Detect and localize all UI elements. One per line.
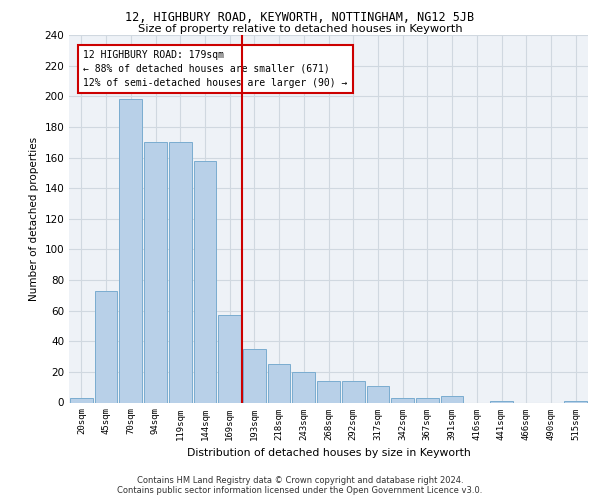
Bar	[367, 386, 389, 402]
Bar	[564, 401, 587, 402]
Bar	[194, 160, 216, 402]
Bar	[169, 142, 191, 403]
Bar	[391, 398, 414, 402]
X-axis label: Distribution of detached houses by size in Keyworth: Distribution of detached houses by size …	[187, 448, 470, 458]
Bar	[144, 142, 167, 403]
Bar	[416, 398, 439, 402]
Bar	[243, 349, 266, 403]
Bar	[441, 396, 463, 402]
Bar	[292, 372, 315, 402]
Text: Contains HM Land Registry data © Crown copyright and database right 2024.
Contai: Contains HM Land Registry data © Crown c…	[118, 476, 482, 495]
Text: 12, HIGHBURY ROAD, KEYWORTH, NOTTINGHAM, NG12 5JB: 12, HIGHBURY ROAD, KEYWORTH, NOTTINGHAM,…	[125, 11, 475, 24]
Text: 12 HIGHBURY ROAD: 179sqm
← 88% of detached houses are smaller (671)
12% of semi-: 12 HIGHBURY ROAD: 179sqm ← 88% of detach…	[83, 50, 348, 88]
Bar	[268, 364, 290, 403]
Bar	[317, 381, 340, 402]
Text: Size of property relative to detached houses in Keyworth: Size of property relative to detached ho…	[137, 24, 463, 34]
Bar	[95, 290, 118, 403]
Bar	[119, 100, 142, 403]
Bar	[218, 315, 241, 402]
Y-axis label: Number of detached properties: Number of detached properties	[29, 136, 39, 301]
Bar	[342, 381, 365, 402]
Bar	[70, 398, 93, 402]
Bar	[490, 401, 513, 402]
